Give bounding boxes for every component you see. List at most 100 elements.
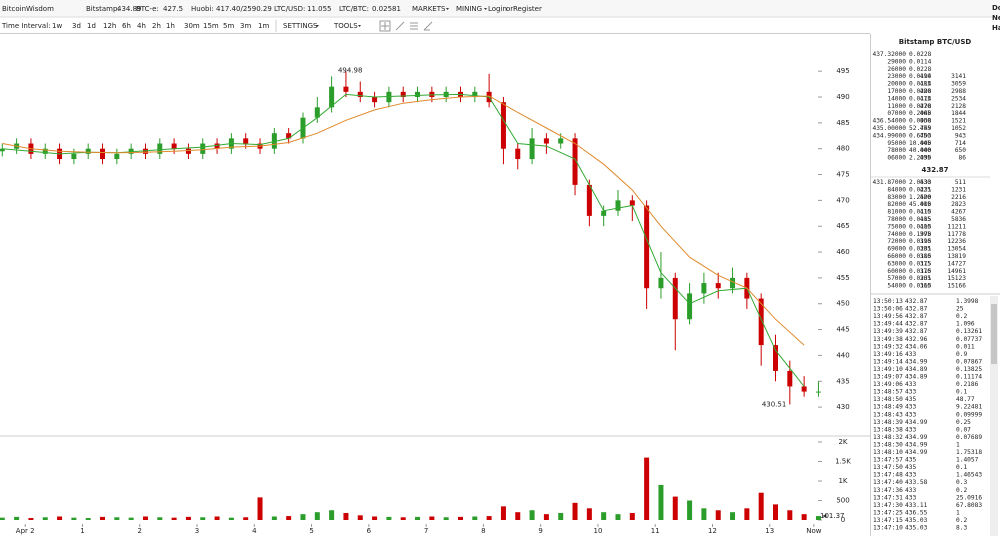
volume-bar	[42, 517, 48, 520]
candle-body	[286, 133, 292, 139]
x-tick-label: 5	[309, 527, 313, 535]
y-tick-label: 475	[836, 171, 849, 179]
interval-button[interactable]: 15m	[203, 22, 219, 30]
register-link[interactable]: Register	[513, 5, 542, 13]
candle-body	[644, 205, 650, 289]
book-cell: 385	[920, 246, 931, 253]
book-cell: 0.0115	[909, 268, 932, 275]
last-price: 432.87	[921, 166, 948, 174]
book-cell: 390	[920, 238, 931, 245]
trade-amount: 1.75318	[956, 449, 982, 456]
trade-amount: 0.25	[956, 419, 971, 426]
book-cell: 0.0228	[909, 51, 932, 58]
x-tick-label: 12	[708, 527, 717, 535]
interval-button[interactable]: 3m	[240, 22, 251, 30]
book-cell: 84000	[887, 186, 906, 193]
menu-caret	[484, 8, 487, 10]
interval-button[interactable]: 30m	[184, 22, 200, 30]
ticker-label[interactable]: LTC/USD:	[274, 5, 305, 13]
interval-button[interactable]: 1d	[87, 22, 96, 30]
x-tick-label: 11	[651, 527, 660, 535]
candle-body	[243, 138, 249, 144]
x-tick-label: 3	[195, 527, 199, 535]
interval-button[interactable]: 12h	[103, 22, 116, 30]
book-cell: 78000	[887, 216, 906, 223]
side-link[interactable]: Ne	[992, 14, 1000, 22]
tool-icons[interactable]	[379, 20, 433, 32]
side-link[interactable]: Ha	[992, 24, 1000, 32]
trade-time: 13:50:13	[873, 298, 903, 305]
book-cell: 78000	[887, 147, 906, 154]
volume-bar	[715, 510, 721, 520]
trade-price: 435.03	[905, 525, 928, 532]
candle-body	[543, 138, 549, 144]
candle-body	[687, 293, 693, 320]
trade-price: 432.87	[905, 298, 928, 305]
volume-bar	[100, 516, 106, 520]
book-cell: 5836	[951, 216, 966, 223]
interval-button[interactable]: 1h	[166, 22, 175, 30]
trade-price: 433	[905, 426, 916, 433]
menu[interactable]: MINING	[456, 5, 482, 13]
interval-button[interactable]: 1w	[52, 22, 62, 30]
trade-time: 13:48:10	[873, 449, 903, 456]
book-cell: 0.0115	[909, 223, 932, 230]
volume-bar	[214, 516, 220, 520]
book-cell: 3059	[951, 81, 966, 88]
book-cell: 2823	[951, 201, 966, 208]
ticker-label[interactable]: BTC-e:	[136, 5, 159, 13]
trade-amount: 0.07	[956, 426, 971, 433]
book-cell: 0.0228	[909, 66, 932, 73]
y-tick-label: 445	[836, 326, 849, 334]
tools-menu[interactable]: TOOLS	[333, 22, 358, 30]
interval-button[interactable]: 1m	[258, 22, 269, 30]
trade-price: 433	[905, 381, 916, 388]
book-cell: 460	[920, 118, 931, 125]
interval-button[interactable]: 3d	[72, 22, 81, 30]
volume-bar	[515, 512, 521, 520]
x-tick-label: 4	[252, 527, 257, 535]
side-link[interactable]: Do	[992, 4, 1000, 12]
book-cell: 435.00000	[872, 125, 906, 132]
book-cell: 0.0231	[909, 186, 932, 193]
interval-button[interactable]: 6h	[122, 22, 131, 30]
trade-time: 13:49:32	[873, 343, 903, 350]
book-cell: 435	[920, 155, 931, 162]
book-cell: 11000	[887, 103, 906, 110]
candle-body	[715, 283, 721, 289]
ticker-label[interactable]: Huobi:	[191, 5, 214, 13]
trade-amount: 0.011	[956, 343, 975, 350]
x-tick-label: 13	[765, 527, 774, 535]
y-tick-label: 460	[836, 248, 849, 256]
trade-price: 433	[905, 487, 916, 494]
book-cell: 0.0115	[909, 260, 932, 267]
x-tick-label: Apr 2	[16, 527, 35, 535]
volume-bar	[142, 516, 148, 520]
brand[interactable]: BitcoinWisdom	[2, 5, 54, 13]
menu[interactable]: MARKETS	[412, 5, 446, 13]
settings-menu[interactable]: SETTINGS	[283, 22, 318, 30]
volume-tick-label: 500	[836, 496, 849, 504]
scroll-thumb[interactable]	[991, 304, 997, 364]
trade-amount: 0.11174	[956, 374, 982, 381]
login-link[interactable]: Login	[488, 5, 507, 13]
interval-button[interactable]: 5m	[223, 22, 234, 30]
volume-bar	[644, 457, 650, 520]
book-cell: 410	[920, 209, 931, 216]
candle-body	[701, 283, 707, 294]
y-tick-label: 430	[836, 403, 849, 411]
book-cell: 2216	[951, 194, 966, 201]
book-cell: 370	[920, 268, 931, 275]
interval-button[interactable]: 2h	[152, 22, 161, 30]
trade-amount: 0.2	[956, 313, 967, 320]
volume-bar	[472, 516, 478, 520]
trade-time: 13:48:57	[873, 389, 903, 396]
ticker-label[interactable]: Bitstamp:	[86, 5, 120, 13]
scrollbar[interactable]	[990, 296, 998, 536]
interval-button[interactable]: 4h	[137, 22, 146, 30]
or-text: or	[506, 5, 513, 13]
candle-body	[214, 143, 220, 149]
volume-bar	[314, 512, 320, 520]
candle-body	[586, 184, 592, 216]
ticker-label[interactable]: LTC/BTC:	[339, 5, 369, 13]
